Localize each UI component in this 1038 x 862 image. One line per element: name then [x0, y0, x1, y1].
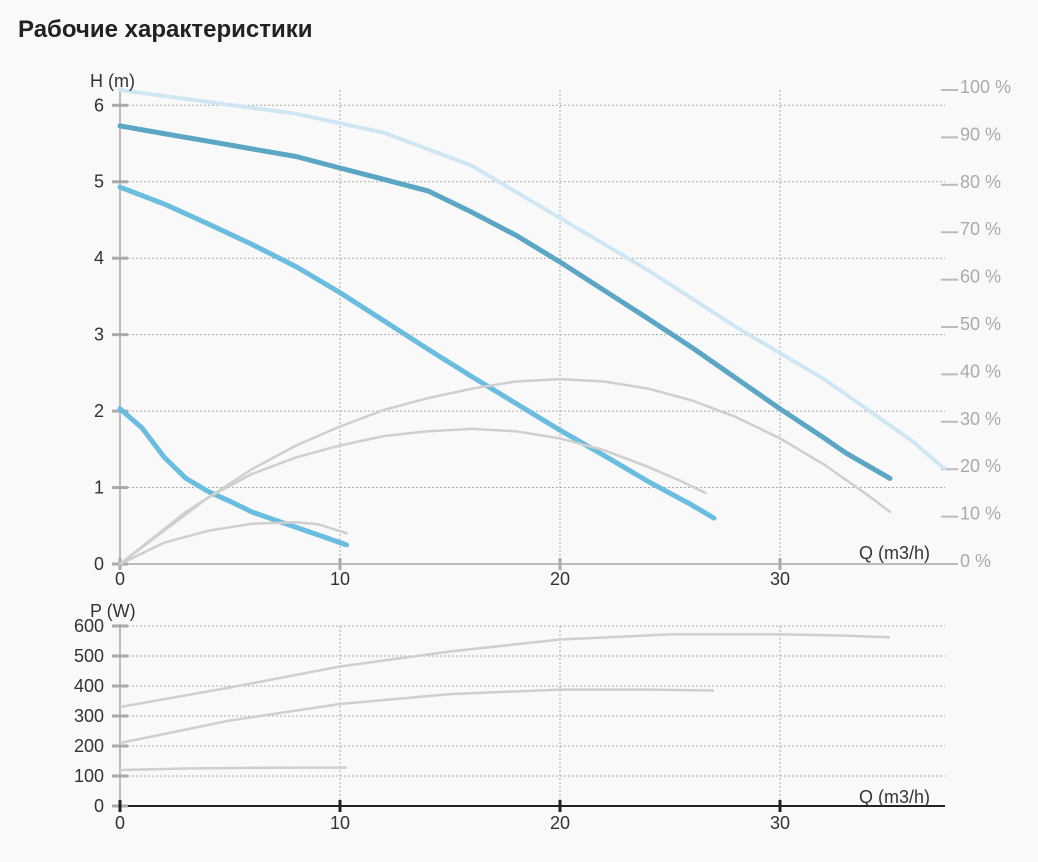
- power-y-tick-label: 600: [74, 616, 104, 636]
- power-y-tick-label: 200: [74, 736, 104, 756]
- efficiency-tick-label: 100 %: [960, 77, 1011, 97]
- power-series-group: [119, 633, 891, 772]
- head-x-tick-label: 0: [115, 569, 125, 589]
- efficiency-tick-label: 70 %: [960, 219, 1001, 239]
- series-eta_max: [118, 377, 892, 566]
- head-y-axis-label: H (m): [90, 71, 135, 91]
- series-eta_mid: [118, 427, 707, 566]
- head-chart-grid: [119, 88, 945, 565]
- head-x-tick-label: 30: [770, 569, 790, 589]
- chart-title: Рабочие характеристики: [18, 16, 313, 43]
- power-x-tick-label: 30: [770, 813, 790, 833]
- series-eta_dotted: [118, 88, 947, 472]
- power-y-tick-label: 100: [74, 766, 104, 786]
- series-p_max: [119, 633, 891, 709]
- efficiency-tick-label: 10 %: [960, 504, 1001, 524]
- power-x-axis-label: Q (m3/h): [859, 787, 930, 807]
- power-y-ticks: 0 100 200 300 400 500 600: [74, 616, 128, 816]
- series-head_min: [117, 406, 350, 548]
- efficiency-tick-label: 80 %: [960, 172, 1001, 192]
- head-x-tick-label: 20: [550, 569, 570, 589]
- head-y-tick-label: 4: [94, 248, 104, 268]
- power-y-tick-label: 500: [74, 646, 104, 666]
- power-y-tick-label: 0: [94, 796, 104, 816]
- power-y-axis-label: P (W): [90, 601, 136, 621]
- head-x-ticks: 0 10 20 30: [115, 558, 790, 589]
- efficiency-tick-label: 40 %: [960, 361, 1001, 381]
- power-x-tick-label: 10: [330, 813, 350, 833]
- head-y-tick-label: 6: [94, 95, 104, 115]
- efficiency-tick-label: 90 %: [960, 124, 1001, 144]
- efficiency-tick-label: 30 %: [960, 409, 1001, 429]
- head-x-axis-label: Q (m3/h): [859, 543, 930, 563]
- head-y-tick-label: 1: [94, 478, 104, 498]
- power-chart-grid: [119, 624, 945, 807]
- series-p_mid: [119, 688, 715, 745]
- efficiency-tick-label: 50 %: [960, 314, 1001, 334]
- head-y-tick-label: 5: [94, 172, 104, 192]
- head-y-tick-label: 3: [94, 325, 104, 345]
- series-p_min: [119, 766, 347, 772]
- head-y-ticks: 0 1 2 3 4 5 6: [94, 95, 128, 574]
- head-y-tick-label: 2: [94, 401, 104, 421]
- head-series-group: [117, 88, 947, 566]
- head-x-tick-label: 10: [330, 569, 350, 589]
- power-x-ticks: 0 10 20 30: [115, 800, 790, 833]
- series-eta_min: [118, 521, 348, 566]
- series-head_mid: [117, 184, 717, 521]
- power-x-tick-label: 20: [550, 813, 570, 833]
- power-y-tick-label: 400: [74, 676, 104, 696]
- series-head_max: [117, 123, 893, 481]
- head-y-tick-label: 0: [94, 554, 104, 574]
- efficiency-tick-label: 0 %: [960, 551, 991, 571]
- efficiency-tick-label: 20 %: [960, 456, 1001, 476]
- efficiency-y-ticks: 0 % 10 % 20 % 30 % 40 % 50 % 60 % 70 % 80 % 90 % 1…: [941, 77, 1011, 571]
- efficiency-tick-label: 60 %: [960, 267, 1001, 287]
- power-x-tick-label: 0: [115, 813, 125, 833]
- power-y-tick-label: 300: [74, 706, 104, 726]
